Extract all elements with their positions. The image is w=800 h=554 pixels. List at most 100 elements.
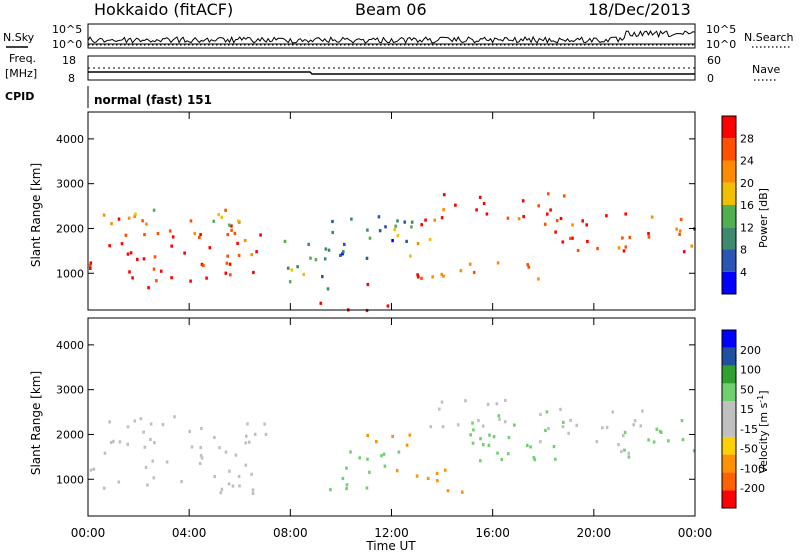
velocity-cell	[253, 432, 257, 436]
power-cell	[526, 263, 529, 267]
noise-right-tick-low: 10^0	[706, 38, 736, 51]
power-cell	[89, 261, 93, 265]
power-cell	[236, 241, 239, 245]
power-cell	[678, 232, 681, 236]
noise-left-tick-high: 10^5	[52, 23, 82, 36]
power-cell	[110, 222, 113, 226]
velocity-ytick-label: 4000	[56, 339, 84, 352]
velocity-cell	[639, 424, 643, 428]
velocity-cell	[213, 475, 216, 479]
velocity-cell	[595, 439, 599, 444]
power-cell	[155, 279, 158, 283]
velocity-cell	[605, 425, 609, 429]
velocity-cell	[142, 430, 145, 434]
velocity-cell	[471, 441, 475, 445]
power-cell	[485, 212, 489, 216]
power-cell	[324, 247, 328, 251]
power-cell	[394, 224, 397, 228]
velocity-cell	[213, 435, 216, 440]
velocity-cell	[228, 469, 231, 473]
power-cell	[243, 238, 247, 243]
colorbar-swatch	[722, 347, 736, 366]
power-cell	[225, 261, 229, 265]
power-cell	[120, 242, 124, 246]
power-cell	[569, 236, 572, 240]
velocity-cell	[652, 440, 656, 444]
power-cell	[547, 192, 550, 196]
power-cell	[296, 265, 299, 269]
velocity-cell	[395, 469, 399, 473]
nave-label: Nave	[752, 63, 780, 76]
power-cell	[420, 276, 423, 280]
power-cell	[198, 235, 201, 239]
velocity-cell	[368, 470, 371, 474]
power-cell	[424, 218, 427, 222]
power-cell	[690, 244, 694, 248]
velocity-cell	[526, 443, 529, 447]
power-cell	[153, 255, 157, 259]
power-cell	[521, 199, 525, 203]
colorbar-tick-label: 100	[740, 364, 761, 377]
power-cell	[559, 216, 563, 221]
velocity-cell	[218, 446, 221, 450]
power-cell	[224, 208, 227, 212]
velocity-cell	[547, 427, 550, 431]
power-cell	[527, 265, 531, 269]
velocity-cell	[237, 474, 241, 479]
velocity-cell	[481, 424, 485, 428]
velocity-cell	[627, 451, 630, 455]
velocity-cell	[575, 423, 578, 427]
colorbar-swatch	[722, 401, 736, 419]
velocity-cell	[415, 474, 419, 478]
power-cell	[682, 250, 686, 254]
velocity-cell	[405, 443, 409, 447]
power-cell	[442, 274, 445, 278]
power-colorbar-label: Power [dB]	[757, 188, 770, 248]
power-cell	[259, 233, 262, 237]
velocity-cell	[118, 440, 122, 444]
velocity-cell	[641, 409, 644, 413]
power-cell	[585, 223, 588, 227]
power-cell	[506, 216, 510, 220]
power-cell	[576, 248, 580, 253]
velocity-cell	[199, 446, 202, 450]
power-cell	[156, 231, 160, 236]
velocity-cell	[365, 486, 369, 490]
colorbar-swatch	[722, 160, 736, 183]
power-cell	[442, 208, 445, 212]
power-cell	[288, 280, 292, 284]
power-cell	[622, 249, 626, 253]
velocity-cell	[479, 459, 482, 463]
power-cell	[237, 219, 240, 223]
velocity-cell	[133, 419, 137, 423]
colorbar-tick-label: 20	[740, 177, 754, 190]
x-tick-label: 20:00	[577, 526, 612, 540]
velocity-cell	[408, 433, 412, 437]
power-cell	[409, 254, 412, 258]
power-cell	[433, 218, 436, 222]
velocity-cell	[117, 480, 121, 484]
x-axis-ticks: 00:00 04:00 08:00 12:00 16:00 20:00 00:00	[71, 526, 713, 540]
power-cell	[226, 254, 229, 258]
velocity-cell	[173, 415, 176, 419]
power-cell	[605, 214, 608, 218]
velocity-cell	[554, 457, 557, 461]
colorbar-swatch	[722, 365, 736, 384]
power-cell	[327, 248, 331, 252]
power-cell	[475, 208, 478, 212]
colorbar-swatch	[722, 419, 736, 437]
velocity-ylabel: Slant Range [km]	[29, 371, 43, 475]
velocity-cell	[366, 433, 369, 438]
power-cell	[159, 269, 163, 273]
power-cell	[647, 235, 651, 239]
velocity-cell	[139, 417, 143, 421]
power-cell	[205, 276, 208, 280]
power-cell	[134, 212, 137, 216]
velocity-panel: 1000 2000 3000 4000 Slant Range [km] -200 -1…	[29, 317, 770, 517]
velocity-cell	[92, 467, 96, 471]
power-cell	[128, 270, 131, 274]
velocity-cell	[234, 453, 238, 457]
velocity-cell	[383, 464, 387, 468]
velocity-cell	[153, 441, 156, 445]
